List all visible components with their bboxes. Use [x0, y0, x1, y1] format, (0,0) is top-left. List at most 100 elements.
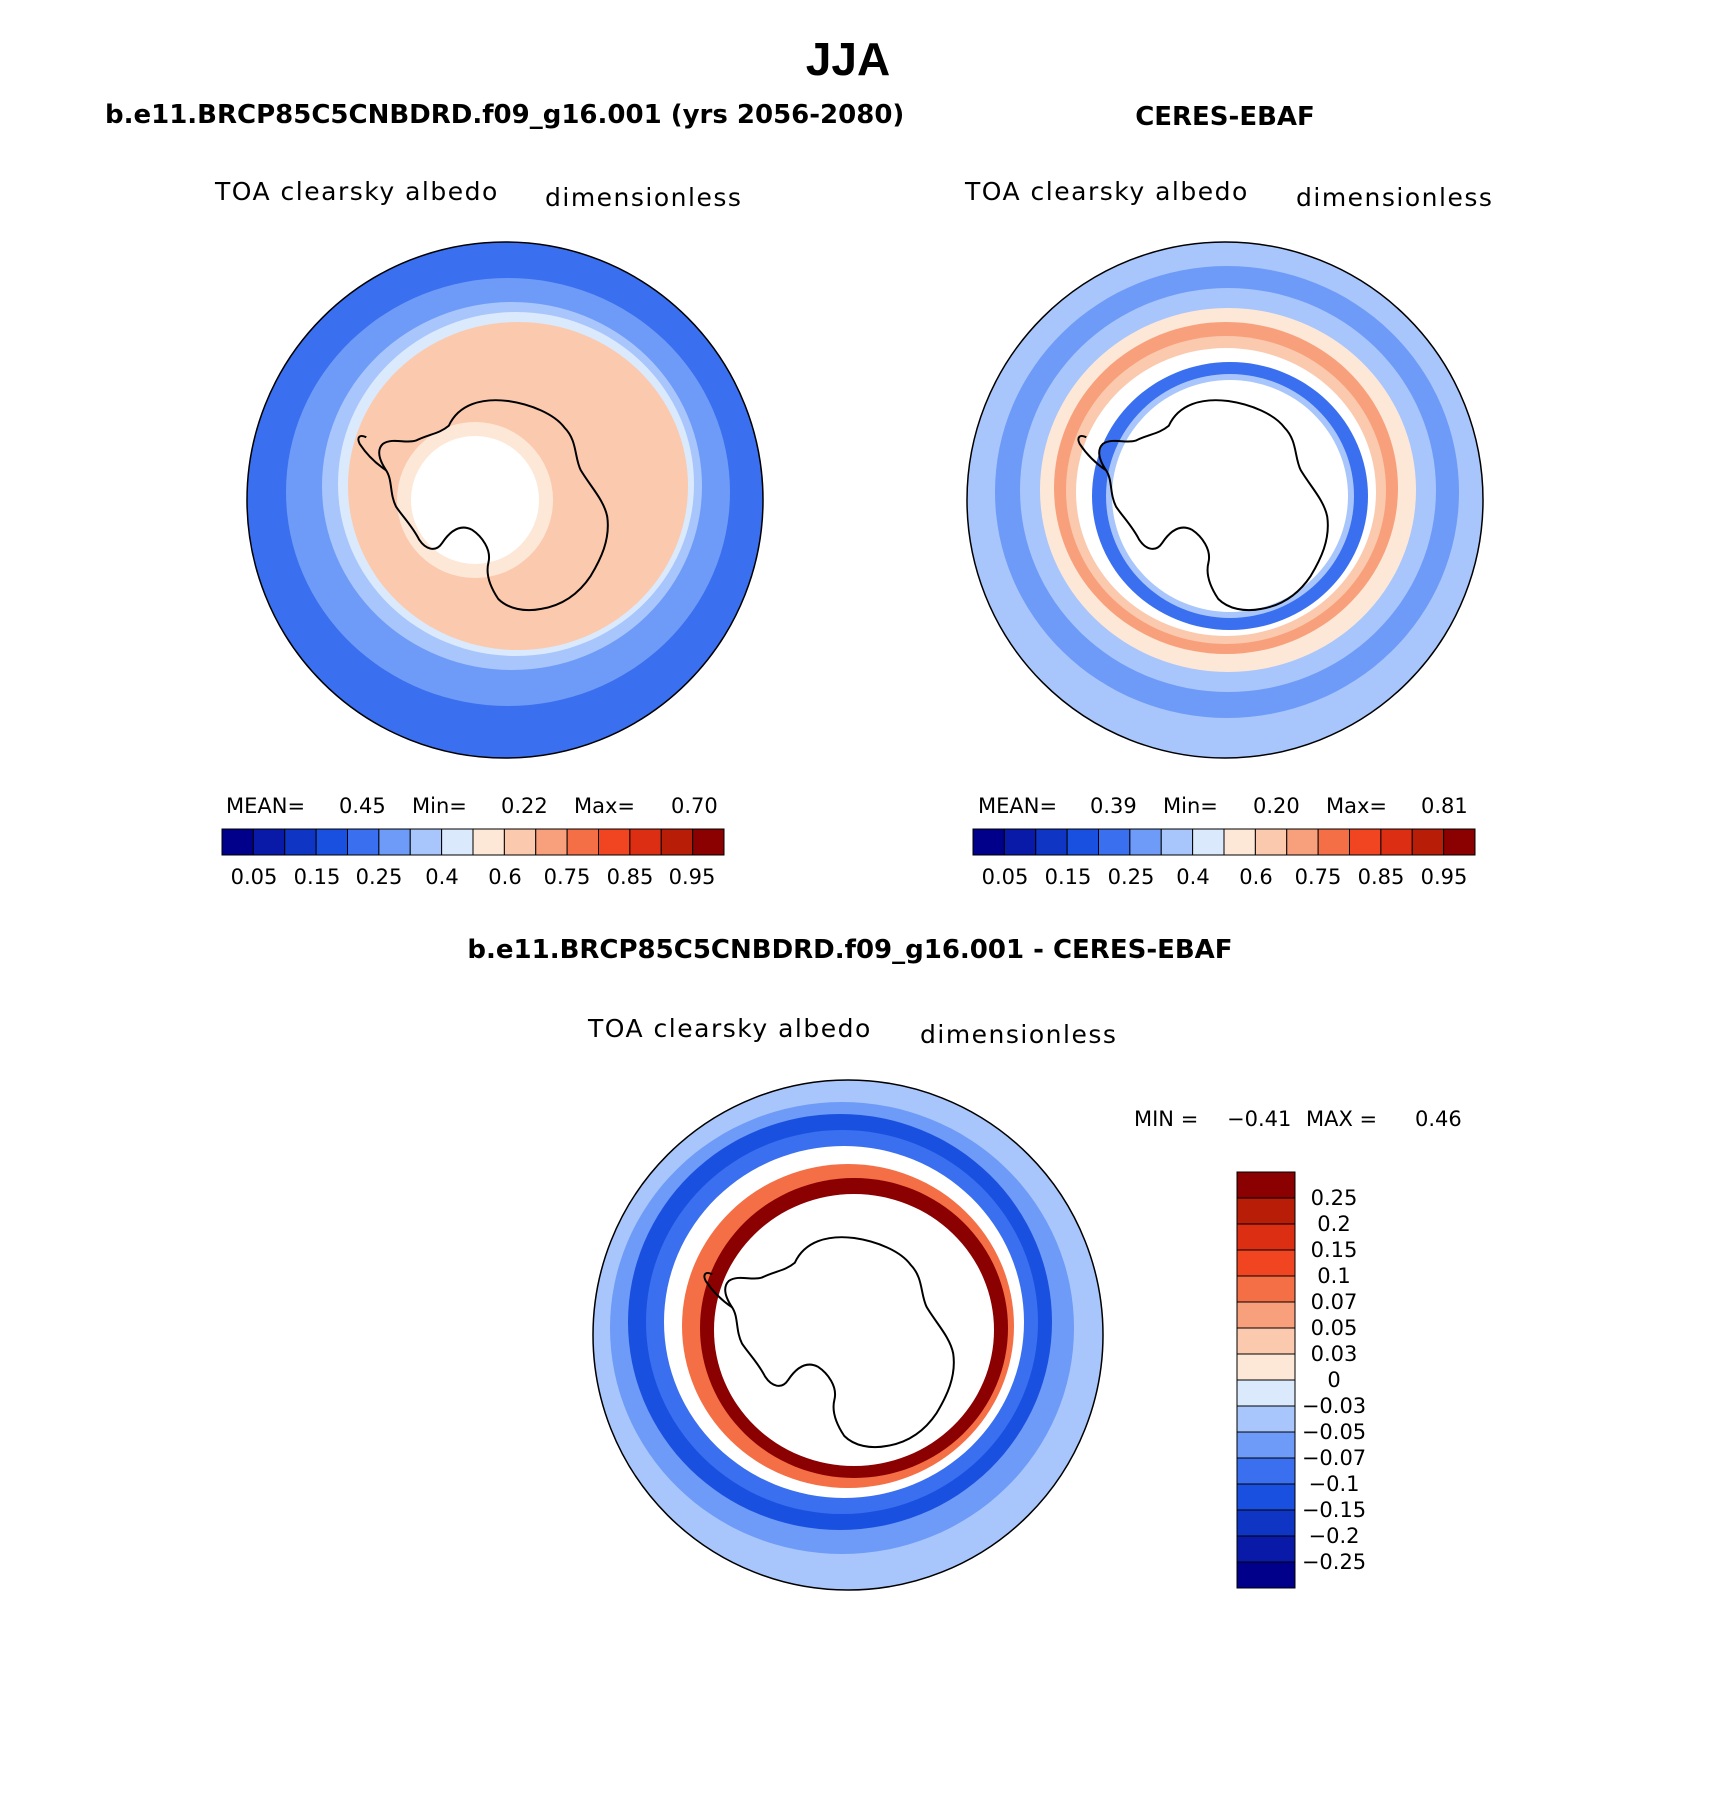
stat-mean-label: MEAN= — [978, 794, 1057, 818]
cb-model-label-1: 0.15 — [294, 865, 341, 889]
colorbar-swatch — [1223, 828, 1256, 856]
stat-mean-label: MEAN= — [226, 794, 305, 818]
cb-obs-label-4: 0.6 — [1239, 865, 1272, 889]
colorbar-swatch — [284, 828, 317, 856]
panel-model-title: b.e11.BRCP85C5CNBDRD.f09_g16.001 (yrs 20… — [105, 100, 904, 130]
colorbar-swatch — [1236, 1249, 1296, 1277]
map-model-border — [246, 241, 764, 759]
cb-obs-label-7: 0.95 — [1421, 865, 1468, 889]
cb-model-label-5: 0.75 — [544, 865, 591, 889]
colorbar-model-labels: 0.05 0.15 0.25 0.4 0.6 0.75 0.85 0.95 — [231, 865, 716, 889]
panel-diff-variable: TOA clearsky albedo — [587, 1014, 872, 1043]
stat-min-value: −0.41 — [1227, 1107, 1291, 1131]
cb-model-label-3: 0.4 — [425, 865, 458, 889]
cb-obs-label-1: 0.15 — [1045, 865, 1092, 889]
cb-diff-label-1: 0.2 — [1317, 1212, 1350, 1236]
cb-obs-label-6: 0.85 — [1358, 865, 1405, 889]
colorbar-swatch — [1317, 828, 1350, 856]
colorbar-swatch — [1254, 828, 1288, 856]
colorbar-swatch — [1443, 828, 1476, 856]
map-diff — [593, 1080, 1103, 1590]
cb-obs-label-5: 0.75 — [1295, 865, 1342, 889]
colorbar-swatch — [1236, 1561, 1296, 1589]
colorbar-swatch — [503, 828, 537, 856]
colorbar-swatch — [1098, 828, 1131, 856]
stat-max-value: 0.46 — [1415, 1107, 1462, 1131]
colorbar-swatch — [1236, 1171, 1296, 1199]
cb-model-label-6: 0.85 — [607, 865, 654, 889]
cb-diff-label-14: −0.25 — [1302, 1550, 1366, 1574]
colorbar-swatch — [1129, 828, 1162, 856]
colorbar-swatch — [1192, 828, 1225, 856]
colorbar-swatch — [1236, 1327, 1296, 1355]
colorbar-swatch — [1236, 1483, 1296, 1511]
cb-diff-label-13: −0.2 — [1309, 1524, 1360, 1548]
stat-max-value: 0.81 — [1421, 794, 1468, 818]
cb-diff-label-9: −0.05 — [1302, 1420, 1366, 1444]
panel-model-units: dimensionless — [545, 183, 742, 212]
colorbar-swatch — [409, 828, 443, 856]
colorbar-diff-labels: 0.25 0.2 0.15 0.1 0.07 0.05 0.03 0 −0.03… — [1302, 1186, 1366, 1574]
colorbar-swatch — [221, 828, 254, 856]
colorbar-swatch — [1286, 828, 1319, 856]
colorbar-swatch — [629, 828, 662, 856]
stat-mean-value: 0.45 — [339, 794, 386, 818]
colorbar-swatch — [535, 828, 568, 856]
colorbar-swatch — [1411, 828, 1445, 856]
colorbar-swatch — [252, 828, 286, 856]
map-model-pole — [411, 436, 539, 564]
colorbar-swatch — [1160, 828, 1194, 856]
colorbar-swatch — [1349, 828, 1382, 856]
colorbar-swatch — [660, 828, 694, 856]
cb-diff-label-0: 0.25 — [1311, 1186, 1358, 1210]
panel-diff-units: dimensionless — [920, 1020, 1117, 1049]
cb-diff-label-8: −0.03 — [1302, 1394, 1366, 1418]
panel-model: b.e11.BRCP85C5CNBDRD.f09_g16.001 (yrs 20… — [105, 100, 904, 889]
panel-diff-title: b.e11.BRCP85C5CNBDRD.f09_g16.001 - CERES… — [467, 935, 1232, 965]
cb-model-label-4: 0.6 — [488, 865, 521, 889]
cb-diff-label-2: 0.15 — [1311, 1238, 1358, 1262]
colorbar-swatch — [1003, 828, 1037, 856]
cb-obs-label-0: 0.05 — [982, 865, 1029, 889]
colorbar-swatch — [1066, 828, 1099, 856]
colorbar-swatch — [1236, 1457, 1296, 1485]
colorbar-swatch — [598, 828, 631, 856]
stat-max-label: Max= — [574, 794, 635, 818]
stat-min-label: Min= — [1163, 794, 1218, 818]
cb-diff-label-7: 0 — [1327, 1368, 1340, 1392]
stat-min-value: 0.22 — [501, 794, 548, 818]
colorbar-swatch — [1380, 828, 1413, 856]
season-title: JJA — [806, 33, 890, 85]
map-diff-border — [592, 1079, 1104, 1591]
cb-model-label-0: 0.05 — [231, 865, 278, 889]
colorbar-swatch — [1236, 1301, 1296, 1329]
colorbar-swatch — [1236, 1223, 1296, 1251]
colorbar-swatch — [1236, 1509, 1296, 1537]
panel-model-stats: MEAN= 0.45 Min= 0.22 Max= 0.70 — [226, 794, 718, 818]
cb-diff-label-11: −0.1 — [1309, 1472, 1360, 1496]
stat-min-label: MIN = — [1134, 1107, 1198, 1131]
cb-obs-label-2: 0.25 — [1108, 865, 1155, 889]
cb-diff-label-3: 0.1 — [1317, 1264, 1350, 1288]
colorbar-obs-labels: 0.05 0.15 0.25 0.4 0.6 0.75 0.85 0.95 — [982, 865, 1468, 889]
panel-obs-title: CERES-EBAF — [1135, 102, 1315, 132]
stat-mean-value: 0.39 — [1090, 794, 1137, 818]
panel-diff: b.e11.BRCP85C5CNBDRD.f09_g16.001 - CERES… — [467, 935, 1462, 1591]
panel-diff-stats: MIN = −0.41 MAX = 0.46 — [1134, 1107, 1462, 1131]
stat-min-value: 0.20 — [1253, 794, 1300, 818]
colorbar-swatch — [1035, 828, 1068, 856]
colorbar-swatch — [347, 828, 380, 856]
colorbar-model — [221, 828, 725, 856]
map-model — [247, 242, 763, 758]
panel-model-variable: TOA clearsky albedo — [214, 177, 499, 206]
stat-max-label: MAX = — [1306, 1107, 1377, 1131]
colorbar-swatch — [441, 828, 474, 856]
cb-diff-label-5: 0.05 — [1311, 1316, 1358, 1340]
colorbar-swatch — [1236, 1197, 1296, 1225]
stat-max-label: Max= — [1326, 794, 1387, 818]
panel-obs: CERES-EBAF TOA clearsky albedo dimension… — [964, 102, 1493, 889]
colorbar-swatch — [315, 828, 348, 856]
panel-obs-units: dimensionless — [1296, 183, 1493, 212]
colorbar-obs — [972, 828, 1476, 856]
